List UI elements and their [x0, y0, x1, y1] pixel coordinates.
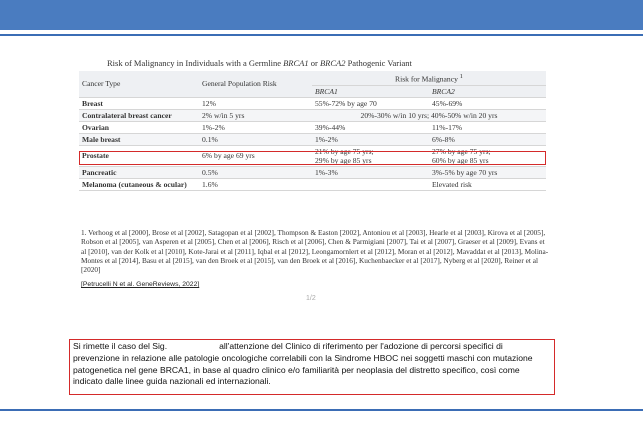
- cell-general: 1.6%: [199, 178, 312, 191]
- cell-brca1: 1%-2%: [312, 133, 429, 146]
- header-general-risk: General Population Risk: [199, 71, 312, 98]
- title-text-suffix: Pathogenic Variant: [345, 58, 412, 68]
- clinical-note: Si rimette il caso del Sig. all'attenzio…: [69, 339, 555, 395]
- header-brca1: BRCA1: [312, 85, 429, 98]
- cell-cancer: Ovarian: [79, 121, 199, 134]
- table-row: Pancreatic 0.5% 1%-3% 3%-5% by age 70 yr…: [79, 166, 546, 179]
- redacted-name: [167, 341, 220, 353]
- source-reference: [Petrucelli N et al. GeneReviews, 2022]: [81, 281, 200, 288]
- cell-cancer: Prostate: [79, 145, 199, 167]
- cell-general: 12%: [199, 97, 312, 110]
- citations-footnote: 1. Verhoog et al [2000], Brose et al [20…: [81, 228, 549, 275]
- header-brca2: BRCA2: [429, 85, 546, 98]
- risk-table: Cancer Type General Population Risk Risk…: [79, 71, 546, 191]
- cell-combined: 20%-30% w/in 10 yrs; 40%-50% w/in 20 yrs: [312, 109, 546, 122]
- table-row: Ovarian 1%-2% 39%-44% 11%-17%: [79, 121, 546, 134]
- cell-cancer: Male breast: [79, 133, 199, 146]
- table-row: Prostate 6% by age 69 yrs 21% by age 75 …: [79, 145, 546, 167]
- cell-brca1: 55%-72% by age 70: [312, 97, 429, 110]
- cell-brca1: 39%-44%: [312, 121, 429, 134]
- cell-brca2: 11%-17%: [429, 121, 546, 134]
- cell-cancer: Melanoma (cutaneous & ocular): [79, 178, 199, 191]
- cell-general: 6% by age 69 yrs: [199, 145, 312, 167]
- header-cancer-type: Cancer Type: [79, 71, 199, 98]
- cell-brca2: 3%-5% by age 70 yrs: [429, 166, 546, 179]
- header-bar: [0, 0, 643, 30]
- cell-cancer: Contralateral breast cancer: [79, 109, 199, 122]
- male-breast-highlight: [79, 151, 546, 165]
- title-gene-brca1: BRCA1: [283, 58, 309, 68]
- cell-brca2: 45%-69%: [429, 97, 546, 110]
- title-text: Risk of Malignancy in Individuals with a…: [107, 58, 284, 68]
- footnote-mark: 1: [459, 73, 463, 80]
- table-row: Contralateral breast cancer 2% w/in 5 yr…: [79, 109, 546, 122]
- table-title: Risk of Malignancy in Individuals with a…: [107, 58, 537, 68]
- cell-cancer: Breast: [79, 97, 199, 110]
- title-text-or: or: [308, 58, 320, 68]
- header-risk-label: Risk for Malignancy: [395, 74, 458, 84]
- table-row: Breast 12% 55%-72% by age 70 45%-69%: [79, 97, 546, 110]
- cell-brca2: 6%-8%: [429, 133, 546, 146]
- cell-general: 1%-2%: [199, 121, 312, 134]
- cell-brca2: Elevated risk: [429, 178, 546, 191]
- header-risk-for-malignancy: Risk for Malignancy 1: [312, 71, 546, 86]
- title-gene-brca2: BRCA2: [319, 58, 346, 68]
- cell-general: 0.1%: [199, 133, 312, 146]
- cell-line: 29% by age 85 yrs: [315, 155, 372, 165]
- cell-brca1: 1%-3%: [312, 166, 429, 179]
- table-row: Melanoma (cutaneous & ocular) 1.6% Eleva…: [79, 178, 546, 191]
- cell-cancer: Pancreatic: [79, 166, 199, 179]
- footer-divider: [0, 409, 643, 411]
- note-text-start: Si rimette il caso del Sig.: [73, 341, 168, 351]
- cell-line: 60% by age 85 yrs: [432, 155, 489, 165]
- page-number: 1/2: [306, 295, 316, 302]
- header-divider: [0, 34, 643, 36]
- note-text-body: all'attenzione del Clinico di riferiment…: [73, 341, 533, 387]
- cell-general: 0.5%: [199, 166, 312, 179]
- table-row: Male breast 0.1% 1%-2% 6%-8%: [79, 133, 546, 146]
- cell-brca1: [312, 178, 429, 191]
- cell-general: 2% w/in 5 yrs: [199, 109, 312, 122]
